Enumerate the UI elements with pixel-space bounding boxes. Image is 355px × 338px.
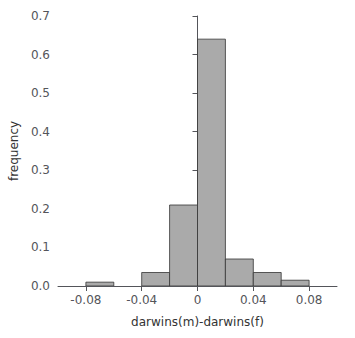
svg-text:0.08: 0.08 [296, 293, 323, 307]
svg-text:0: 0 [194, 293, 202, 307]
svg-text:0.3: 0.3 [31, 163, 50, 177]
svg-text:0.4: 0.4 [31, 125, 50, 139]
svg-text:0.04: 0.04 [240, 293, 267, 307]
svg-text:0.2: 0.2 [31, 202, 50, 216]
svg-text:0.5: 0.5 [31, 86, 50, 100]
svg-text:0.1: 0.1 [31, 240, 50, 254]
svg-text:-0.08: -0.08 [70, 293, 101, 307]
svg-text:frequency: frequency [7, 121, 21, 181]
svg-text:0.6: 0.6 [31, 48, 50, 62]
svg-text:-0.04: -0.04 [126, 293, 157, 307]
svg-text:0.0: 0.0 [31, 279, 50, 293]
svg-text:0.7: 0.7 [31, 9, 50, 23]
svg-text:darwins(m)-darwins(f): darwins(m)-darwins(f) [131, 315, 264, 329]
